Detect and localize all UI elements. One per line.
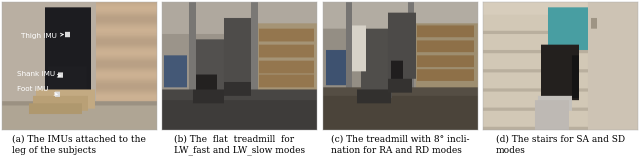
- Text: (a) The IMUs attached to the
leg of the subjects: (a) The IMUs attached to the leg of the …: [12, 135, 147, 155]
- Text: (c) The treadmill with 8° incli-
nation for RA and RD modes: (c) The treadmill with 8° incli- nation …: [331, 135, 470, 155]
- Text: Shank IMU: Shank IMU: [17, 71, 61, 77]
- Text: Thigh IMU: Thigh IMU: [20, 33, 63, 39]
- Text: Foot IMU: Foot IMU: [17, 87, 57, 95]
- Text: (d) The stairs for SA and SD
modes: (d) The stairs for SA and SD modes: [496, 135, 625, 155]
- Text: (b) The  flat  treadmill  for
LW_fast and LW_slow modes: (b) The flat treadmill for LW_fast and L…: [174, 135, 305, 156]
